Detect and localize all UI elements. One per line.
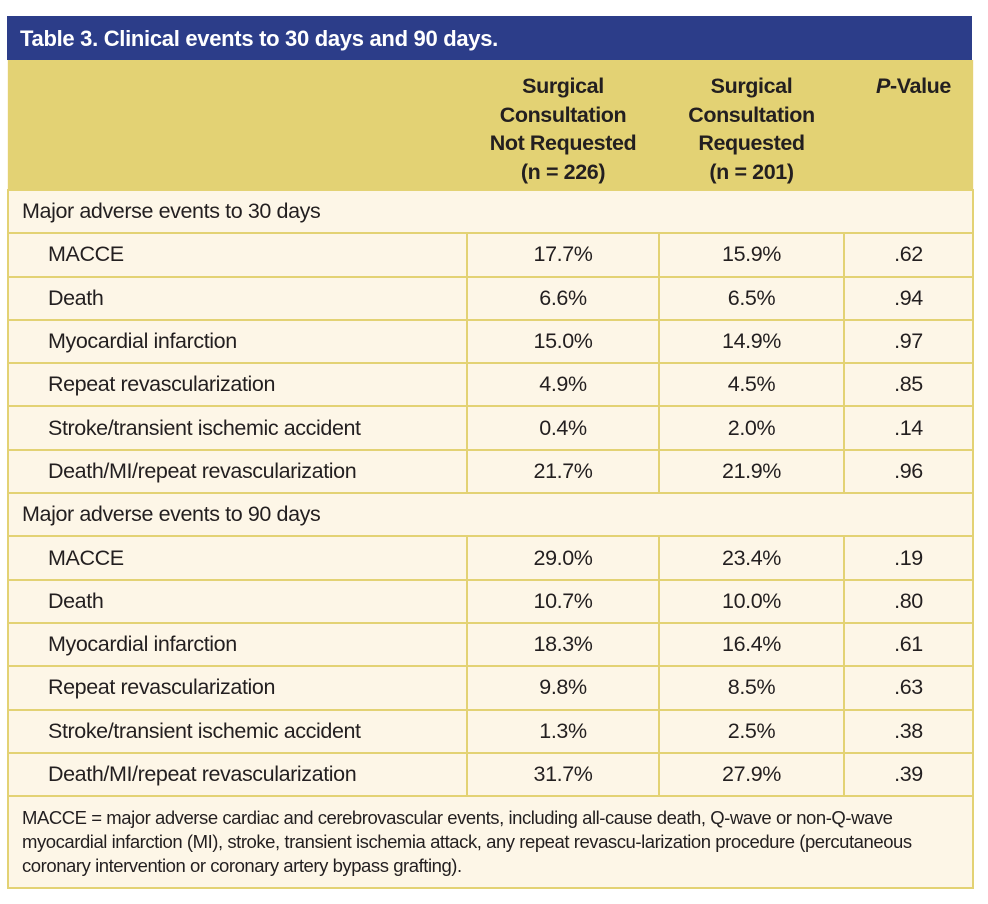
cell-p-value: .39	[843, 751, 974, 798]
table-row: Stroke/transient ischemic accident 0.4% …	[7, 405, 974, 451]
table-row: Death/MI/repeat revascularization 21.7% …	[7, 448, 974, 495]
footnote: MACCE = major adverse cardiac and cerebr…	[7, 795, 974, 890]
cell-requested: 14.9%	[658, 318, 845, 365]
cell-requested: 10.0%	[658, 578, 845, 624]
row-label: Death	[7, 578, 468, 624]
row-label: Myocardial infarction	[7, 318, 468, 365]
row-label: MACCE	[7, 232, 468, 278]
table-row: Stroke/transient ischemic accident 1.3% …	[7, 708, 974, 754]
section-row: Major adverse events to 90 days	[7, 492, 974, 538]
table-row: Myocardial infarction 18.3% 16.4% .61	[7, 621, 974, 668]
cell-not-requested: 31.7%	[466, 751, 660, 798]
row-label: Death/MI/repeat revascularization	[7, 448, 468, 495]
section-row: Major adverse events to 30 days	[7, 188, 974, 235]
cell-requested: 16.4%	[658, 621, 845, 668]
cell-p-value: .85	[843, 362, 974, 408]
header-p: P	[876, 74, 890, 98]
cell-not-requested: 0.4%	[466, 405, 660, 451]
cell-requested: 15.9%	[658, 232, 845, 278]
header-empty	[8, 60, 467, 190]
header-line: Requested	[698, 131, 805, 155]
cell-not-requested: 6.6%	[466, 275, 660, 321]
cell-requested: 4.5%	[658, 362, 845, 408]
cell-not-requested: 18.3%	[466, 621, 660, 668]
row-label: Repeat revascularization	[7, 362, 468, 408]
cell-p-value: .94	[843, 275, 974, 321]
row-label: Death/MI/repeat revascularization	[7, 751, 468, 798]
cell-requested: 27.9%	[658, 751, 845, 798]
cell-requested: 8.5%	[658, 665, 845, 711]
cell-requested: 21.9%	[658, 448, 845, 495]
header-line: Consultation	[499, 102, 627, 127]
header-line: Not Requested	[489, 131, 637, 155]
table-row: MACCE 29.0% 23.4% .19	[7, 535, 974, 581]
table-row: Death 10.7% 10.0% .80	[7, 578, 974, 624]
table-title: Table 3. Clinical events to 30 days and …	[7, 16, 972, 60]
section-label: Major adverse events to 90 days	[7, 492, 974, 538]
header-value: -Value	[890, 74, 951, 98]
data-table: Surgical Consultation Not Requested (n =…	[7, 60, 974, 890]
cell-not-requested: 10.7%	[466, 578, 660, 624]
cell-not-requested: 4.9%	[466, 362, 660, 408]
cell-p-value: .19	[843, 535, 974, 581]
cell-p-value: .62	[843, 232, 974, 278]
cell-p-value: .96	[843, 448, 974, 495]
row-label: Stroke/transient ischemic accident	[7, 405, 468, 451]
cell-requested: 6.5%	[658, 275, 845, 321]
row-label: Myocardial infarction	[7, 621, 468, 668]
cell-not-requested: 17.7%	[466, 232, 660, 278]
header-line: Consultation	[688, 102, 815, 127]
row-label: Death	[7, 275, 468, 321]
table-row: Death/MI/repeat revascularization 31.7% …	[7, 751, 974, 798]
table-row: Repeat revascularization 4.9% 4.5% .85	[7, 362, 974, 408]
table-row: Myocardial infarction 15.0% 14.9% .97	[7, 318, 974, 365]
cell-p-value: .38	[843, 708, 974, 754]
header-requested: Surgical Consultation Requested (n = 201…	[659, 60, 844, 190]
cell-not-requested: 15.0%	[466, 318, 660, 365]
header-row: Surgical Consultation Not Requested (n =…	[8, 60, 973, 190]
section-label: Major adverse events to 30 days	[7, 188, 974, 235]
footnote-row: MACCE = major adverse cardiac and cerebr…	[7, 795, 974, 890]
cell-p-value: .63	[843, 665, 974, 711]
cell-p-value: .14	[843, 405, 974, 451]
header-line: (n = 226)	[520, 159, 606, 184]
row-label: Repeat revascularization	[7, 665, 468, 711]
cell-p-value: .80	[843, 578, 974, 624]
row-label: MACCE	[7, 535, 468, 581]
cell-not-requested: 29.0%	[466, 535, 660, 581]
header-line: Surgical	[710, 74, 793, 98]
cell-requested: 23.4%	[658, 535, 845, 581]
cell-requested: 2.0%	[658, 405, 845, 451]
cell-not-requested: 1.3%	[466, 708, 660, 754]
row-label: Stroke/transient ischemic accident	[7, 708, 468, 754]
header-p-value: P-Value	[844, 60, 973, 190]
cell-p-value: .61	[843, 621, 974, 668]
cell-requested: 2.5%	[658, 708, 845, 754]
header-line: Surgical	[522, 74, 604, 98]
table-row: MACCE 17.7% 15.9% .62	[7, 232, 974, 278]
header-line: (n = 201)	[709, 159, 794, 184]
clinical-events-table: Table 3. Clinical events to 30 days and …	[7, 16, 974, 890]
cell-not-requested: 9.8%	[466, 665, 660, 711]
cell-not-requested: 21.7%	[466, 448, 660, 495]
table-row: Death 6.6% 6.5% .94	[7, 275, 974, 321]
header-not-requested: Surgical Consultation Not Requested (n =…	[467, 60, 659, 190]
table-row: Repeat revascularization 9.8% 8.5% .63	[7, 665, 974, 711]
cell-p-value: .97	[843, 318, 974, 365]
